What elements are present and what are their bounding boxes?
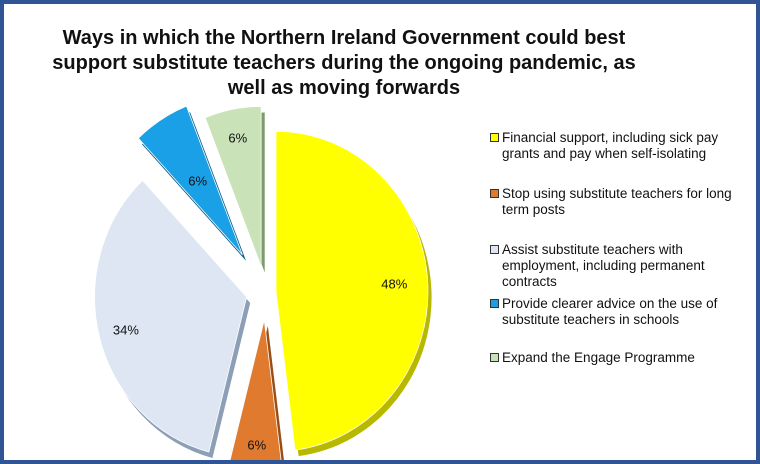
legend-swatch [490, 353, 499, 362]
pie-chart: 48% 6% 34% 6% 6% [94, 105, 432, 460]
pie-value-label: 48% [381, 277, 407, 292]
pie-slice-financial-support-including [275, 130, 429, 451]
legend-item-clearer-advice: Provide clearer advice on the use of sub… [490, 296, 740, 328]
pie-slice-expand-the-engage [204, 106, 262, 267]
legend-item-engage-programme: Expand the Engage Programme [490, 350, 740, 366]
pie-value-label: 6% [247, 437, 266, 452]
legend-swatch [490, 189, 499, 198]
legend-label: Provide clearer advice on the use of sub… [502, 296, 718, 327]
legend-swatch [490, 133, 499, 142]
legend-label: Stop using substitute teachers for long … [502, 186, 732, 217]
legend-label: Assist substitute teachers with employme… [502, 242, 705, 289]
pie-slice-assist-substitute-teachers [94, 179, 248, 453]
legend-label: Expand the Engage Programme [502, 350, 695, 365]
pie-value-label: 34% [113, 323, 139, 338]
pie-value-label: 6% [228, 131, 247, 146]
legend-item-stop-long-term: Stop using substitute teachers for long … [490, 186, 740, 218]
chart-title: Ways in which the Northern Ireland Gover… [52, 27, 636, 99]
pie-slice-stop-using-substitute [229, 319, 282, 460]
legend-item-assist-employment: Assist substitute teachers with employme… [490, 242, 740, 290]
legend-swatch [490, 245, 499, 254]
legend-label: Financial support, including sick pay gr… [502, 130, 719, 161]
legend-item-financial-support: Financial support, including sick pay gr… [490, 130, 740, 162]
pie-slice-provide-clearer-advice [137, 105, 243, 256]
legend-swatch [490, 299, 499, 308]
pie-value-label: 6% [188, 174, 207, 189]
